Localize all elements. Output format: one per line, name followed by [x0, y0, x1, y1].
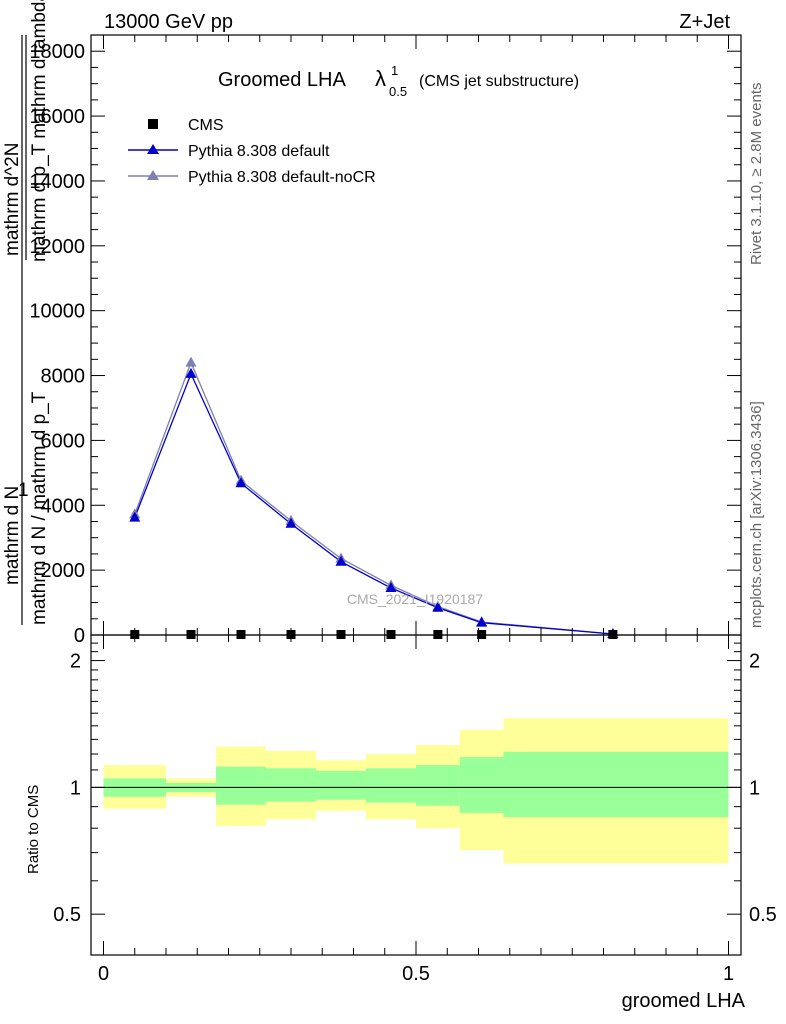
title-lambda: λ [375, 66, 386, 91]
xtick-label-0: 0 [98, 963, 109, 985]
ylabel-deriv-den: mathrm d p_T mathrm d lambda [29, 0, 50, 262]
ylabel-frac-den: mathrm d N / mathrm d p_T [29, 391, 50, 625]
main-ytick-label-6: 12000 [29, 236, 85, 258]
main-ytick-label-3: 6000 [41, 430, 86, 452]
ratio-plot: 0 0.5 1 0.5 0.5 1 1 2 2 [53, 634, 777, 985]
ratio-ytick-label-2: 2 [70, 651, 81, 673]
ratio-band-inner-6 [416, 765, 460, 806]
series-1-point-0 [129, 511, 141, 522]
analysis-watermark: CMS_2021_I1920187 [347, 591, 483, 607]
ratio-band-inner-2 [216, 766, 266, 805]
plot-title: Groomed LHA λ 1 0.5 (CMS jet substructur… [218, 63, 579, 99]
main-ytick-label-8: 16000 [29, 106, 85, 128]
energy-label: 13000 GeV pp [104, 11, 233, 33]
x-axis-label: groomed LHA [622, 990, 746, 1012]
ratio-ytick-label-0: 0.5 [53, 904, 81, 926]
rivet-label: Rivet 3.1.10, ≥ 2.8M events [748, 83, 765, 266]
main-ytick-label-0: 0 [74, 625, 85, 647]
main-plot: 0 2000 4000 6000 8000 10000 12000 14000 16000 180… [29, 34, 742, 647]
main-ytick-label-4: 8000 [41, 366, 86, 388]
main-ytick-label-7: 14000 [29, 171, 85, 193]
legend-pythia-default-marker [147, 144, 159, 154]
title-sub: 0.5 [389, 84, 407, 99]
legend-pythia-nocr-label: Pythia 8.308 default-noCR [188, 169, 376, 186]
ylabel-deriv-num: mathrm d^2N [2, 143, 23, 256]
ratio-band-inner-8 [503, 751, 729, 818]
mcplots-label: mcplots.cern.ch [arXiv:1306.3436] [748, 401, 765, 628]
ylabel-frac-num: mathrm d N [2, 486, 23, 585]
ratio-band-inner-4 [316, 770, 366, 800]
ylabel-one: 1 [18, 480, 29, 501]
series-1-point-3 [285, 517, 297, 528]
legend-cms-label: CMS [188, 117, 224, 134]
xtick-label-2: 1 [723, 963, 734, 985]
ratio-band-inner-5 [366, 768, 416, 803]
title-note: (CMS jet substructure) [419, 73, 579, 90]
ratio-ytick-label-right-0: 0.5 [749, 904, 777, 926]
ratio-band-inner-3 [266, 768, 316, 802]
main-ytick-label-1: 2000 [41, 560, 86, 582]
series-2-point-1 [185, 356, 197, 367]
ratio-ytick-label-right-1: 1 [749, 777, 760, 799]
series-1-point-7 [476, 616, 488, 627]
legend: CMS Pythia 8.308 default Pythia 8.308 de… [128, 117, 376, 186]
process-label: Z+Jet [679, 11, 730, 33]
legend-pythia-nocr-marker [147, 170, 159, 180]
legend-pythia-default-label: Pythia 8.308 default [188, 143, 330, 160]
main-ytick-label-5: 10000 [29, 301, 85, 323]
ratio-ytick-label-right-2: 2 [749, 651, 760, 673]
series-1-point-6 [432, 601, 444, 612]
main-y-axis-label: 1 mathrm d N mathrm d N / mathrm d p_T m… [2, 0, 50, 625]
ratio-band-inner-7 [459, 757, 504, 813]
series-1-point-2 [235, 477, 247, 488]
title-sup: 1 [391, 63, 398, 78]
series-1-point-5 [385, 581, 397, 592]
legend-cms-marker [148, 119, 158, 129]
ratio-ytick-label-1: 1 [70, 777, 81, 799]
series-1-point-1 [185, 367, 197, 378]
main-ytick-label-2: 4000 [41, 495, 86, 517]
main-ytick-label-9: 18000 [29, 41, 85, 63]
ratio-y-axis-label: Ratio to CMS [25, 785, 42, 874]
title-main: Groomed LHA [218, 69, 346, 91]
series-1-point-4 [335, 555, 347, 566]
xtick-label-1: 0.5 [402, 963, 430, 985]
